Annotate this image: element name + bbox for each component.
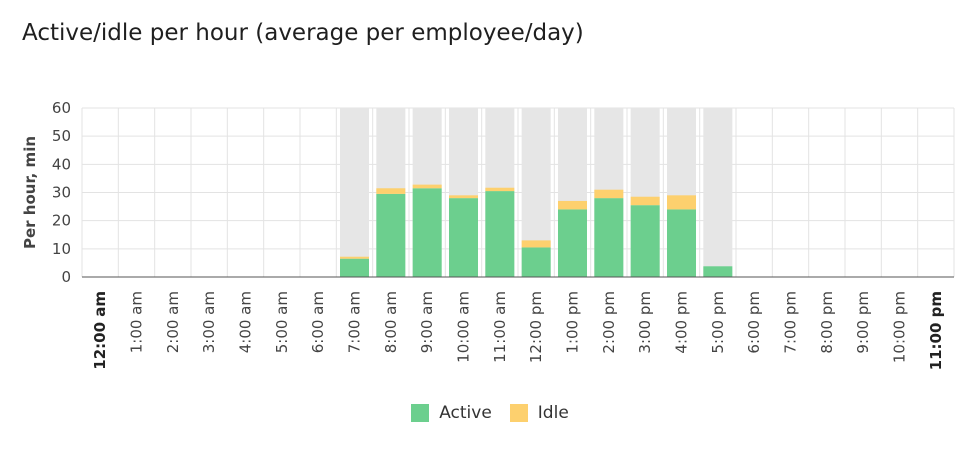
- bar-idle[interactable]: [485, 187, 515, 192]
- bar-background[interactable]: [703, 108, 733, 277]
- y-tick-label: 0: [61, 268, 71, 286]
- x-tick-label: 6:00 am: [309, 291, 327, 353]
- x-tick-label: 11:00 pm: [927, 291, 945, 370]
- x-tick-label: 7:00 am: [346, 291, 364, 353]
- x-tick-label: 7:00 pm: [782, 291, 800, 354]
- bar-active[interactable]: [558, 209, 587, 277]
- bar-idle[interactable]: [630, 196, 660, 206]
- x-tick-label: 1:00 pm: [564, 291, 582, 354]
- chart: 0 10 20 30 40 50 60 12:00 am 1:00 am 2:00 am 3:00 …: [21, 99, 955, 370]
- bar-background[interactable]: [340, 108, 369, 277]
- bar-active[interactable]: [340, 258, 369, 277]
- y-tick-label: 50: [52, 127, 71, 145]
- x-tick-label: 2:00 am: [164, 291, 182, 353]
- bar-active[interactable]: [630, 205, 660, 277]
- legend-swatch-idle: [509, 404, 528, 422]
- x-tick-label: 8:00 am: [382, 291, 400, 353]
- bar-active[interactable]: [376, 193, 406, 277]
- bar-idle[interactable]: [376, 188, 406, 194]
- x-tick-label: 10:00 am: [455, 291, 473, 363]
- bar-idle[interactable]: [449, 195, 478, 199]
- x-tick-label: 10:00 pm: [891, 291, 909, 363]
- bar-idle[interactable]: [521, 240, 551, 248]
- x-tick-label: 12:00 am: [91, 291, 109, 370]
- bar-idle[interactable]: [558, 200, 587, 210]
- x-tick-label: 3:00 pm: [636, 291, 654, 354]
- x-tick-label: 9:00 am: [418, 291, 436, 353]
- y-tick-label: 60: [52, 99, 71, 117]
- x-tick-label: 6:00 pm: [745, 291, 763, 354]
- legend-item-idle[interactable]: Idle: [509, 403, 569, 423]
- y-tick-label: 10: [52, 240, 71, 258]
- x-tick-label: 5:00 pm: [709, 291, 727, 354]
- chart-title: Active/idle per hour (average per employ…: [22, 20, 584, 46]
- legend-label-active: Active: [439, 403, 492, 423]
- bar-active[interactable]: [703, 266, 733, 277]
- bar-active[interactable]: [667, 209, 696, 277]
- x-tick-label: 3:00 am: [200, 291, 218, 353]
- x-tick-label: 5:00 am: [273, 291, 291, 353]
- y-tick-label: 30: [52, 184, 71, 202]
- y-tick-label: 20: [52, 212, 71, 230]
- x-tick-label: 8:00 pm: [818, 291, 836, 354]
- x-tick-label: 9:00 pm: [854, 291, 872, 354]
- x-tick-label: 12:00 pm: [527, 291, 545, 363]
- bar-active[interactable]: [412, 188, 442, 277]
- legend: Active Idle: [0, 403, 980, 423]
- x-tick-label: 2:00 pm: [600, 291, 618, 354]
- legend-item-active[interactable]: Active: [411, 403, 492, 423]
- x-tick-label: 4:00 pm: [673, 291, 691, 354]
- bar-active[interactable]: [521, 247, 551, 277]
- x-tick-label: 11:00 am: [491, 291, 509, 363]
- bar-idle[interactable]: [340, 256, 369, 259]
- bar-active[interactable]: [594, 198, 624, 277]
- bar-active[interactable]: [485, 191, 515, 277]
- y-axis-label: Per hour, min: [21, 136, 39, 249]
- x-tick-label: 1:00 am: [128, 291, 146, 353]
- bar-idle[interactable]: [594, 189, 624, 199]
- bar-idle[interactable]: [412, 184, 442, 189]
- legend-swatch-active: [411, 404, 430, 422]
- bar-idle[interactable]: [667, 195, 696, 210]
- bar-active[interactable]: [449, 198, 478, 277]
- x-tick-label: 4:00 am: [237, 291, 255, 353]
- legend-label-idle: Idle: [537, 403, 569, 423]
- y-tick-label: 40: [52, 155, 71, 173]
